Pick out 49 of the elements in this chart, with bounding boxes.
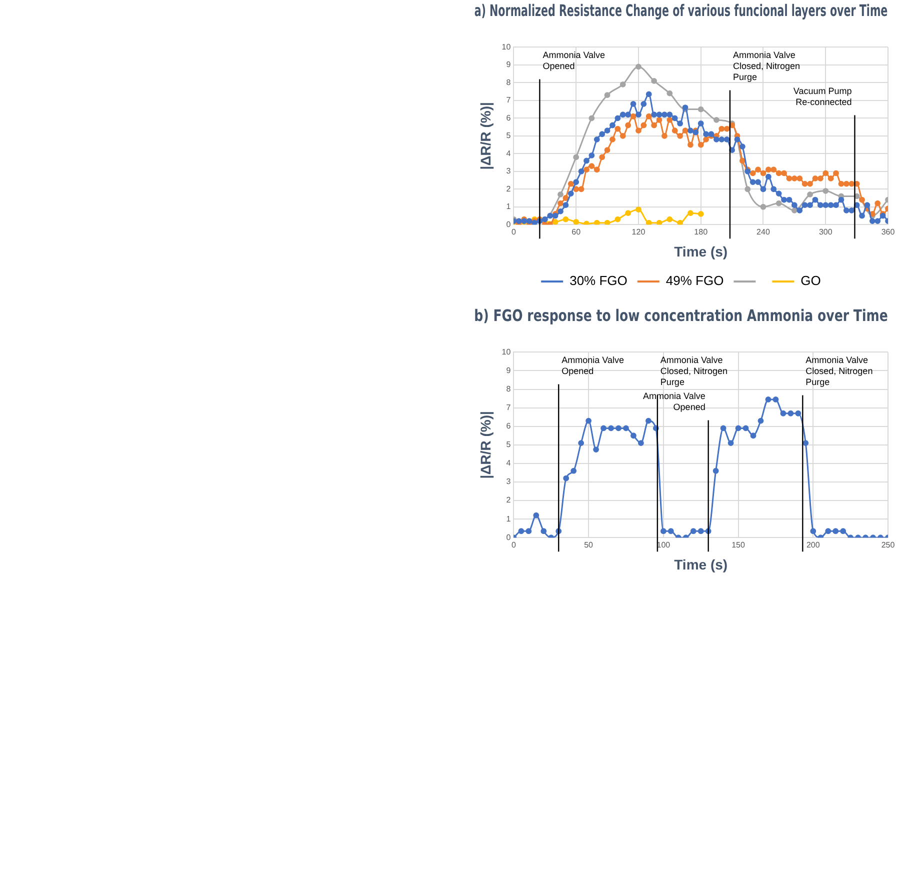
y-tick-label: 3 (506, 166, 512, 176)
x-tick-label: 200 (806, 540, 820, 550)
x-tick-label: 360 (881, 228, 896, 237)
y-tick-label: 4 (506, 148, 512, 158)
x-tick-label: 300 (818, 228, 833, 237)
x-tick-label: 150 (732, 540, 746, 550)
x-axis-title: Time (s) (674, 243, 728, 260)
y-tick-label: 6 (506, 113, 512, 122)
y-tick-label: 10 (502, 42, 512, 52)
y-tick-label: 1 (506, 202, 512, 212)
y-tick-label: 5 (506, 440, 512, 450)
ref-line-label: Ammonia Valve Closed, Nitrogen Purge (660, 355, 728, 388)
y-axis-title: |ΔR/R (%)| (477, 102, 494, 170)
ref-line-label: Ammonia Valve Closed, Nitrogen Purge (732, 50, 800, 82)
x-tick-label: 100 (656, 540, 671, 550)
chart-title: a) Normalized Resistance Change of various funcional layers over Time (474, 2, 888, 21)
y-tick-label: 1 (506, 514, 512, 524)
ref-line-label: Ammonia Valve Opened (642, 391, 706, 412)
y-tick-label: 2 (506, 184, 512, 194)
legend-label: 30% FGO (570, 273, 628, 288)
y-tick-label: 10 (502, 347, 512, 356)
ref-line-label: Ammonia Valve Closed, Nitrogen Purge (806, 355, 873, 388)
legend-label: 49% FGO (666, 273, 724, 288)
y-tick-label: 5 (506, 131, 512, 140)
x-tick-label: 50 (584, 540, 594, 550)
x-tick-label: 250 (881, 540, 896, 550)
x-tick-label: 240 (756, 228, 770, 237)
ref-line-label: Ammonia Valve Opened (562, 355, 624, 376)
y-axis-title: |ΔR/R (%)| (477, 411, 494, 479)
y-tick-label: 8 (506, 384, 512, 394)
y-tick-label: 4 (506, 458, 512, 468)
y-tick-label: 0 (506, 220, 512, 229)
y-tick-label: 3 (506, 477, 512, 486)
y-tick-label: 9 (506, 366, 512, 375)
legend-label: GO (800, 273, 821, 288)
ref-line-label: Ammonia Valve Opened (542, 50, 606, 72)
y-tick-label: 6 (506, 422, 512, 431)
y-tick-label: 2 (506, 496, 512, 505)
x-tick-label: 60 (572, 228, 582, 237)
x-tick-label: 180 (694, 228, 708, 237)
y-tick-label: 7 (506, 403, 512, 412)
x-tick-label: 120 (632, 228, 646, 237)
chart-title: b) FGO response to low concentration Ammonia over Time (474, 307, 888, 326)
y-tick-label: 0 (506, 532, 512, 542)
y-tick-label: 8 (506, 78, 512, 87)
y-tick-label: 7 (506, 96, 512, 105)
x-axis-title: Time (s) (674, 556, 728, 572)
y-tick-label: 9 (506, 60, 512, 70)
ref-line-label: Vacuum Pump Re-connected (793, 86, 852, 108)
